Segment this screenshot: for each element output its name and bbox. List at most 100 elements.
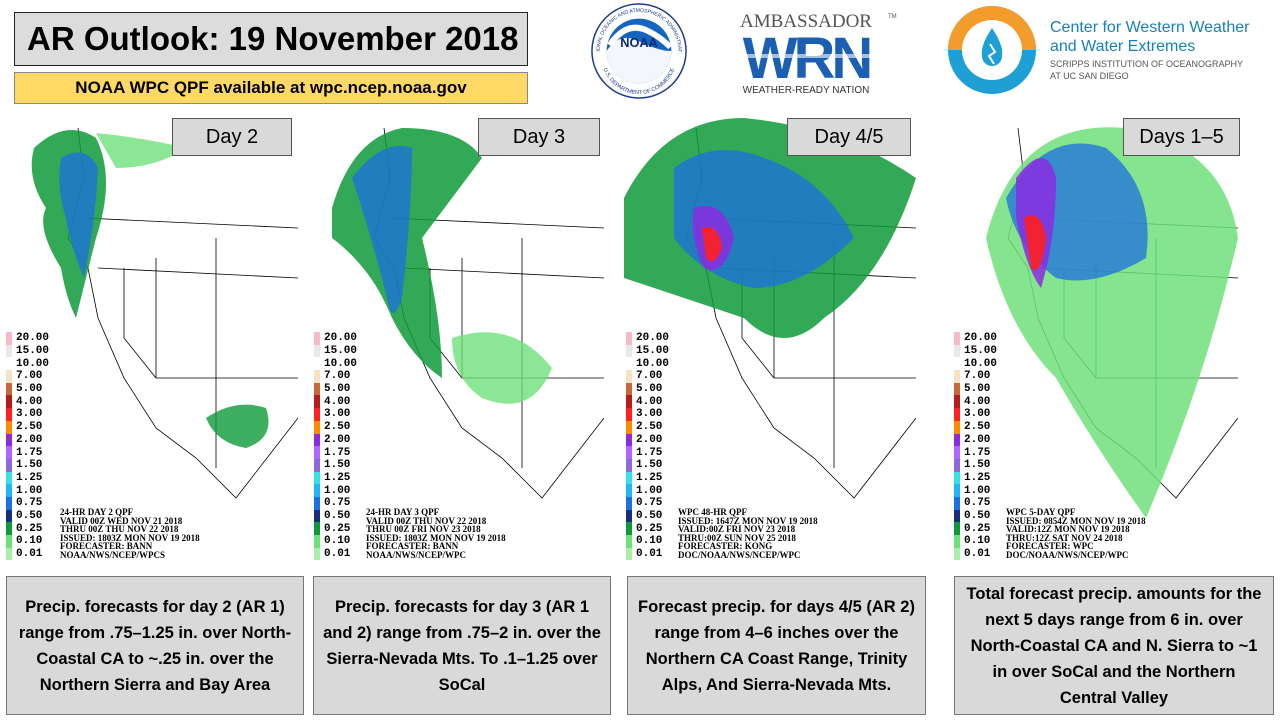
legend-value: 1.25: [964, 471, 991, 484]
legend-swatch: [954, 332, 960, 345]
legend-value: 1.50: [636, 459, 663, 472]
legend-row: 1.75: [314, 446, 376, 459]
legend-swatch: [626, 509, 632, 523]
legend-row: 5.00: [954, 382, 1016, 396]
legend-value: 0.50: [636, 509, 663, 522]
qpf-info-day2: 24-HR DAY 2 QPF VALID 00Z WED NOV 21 201…: [60, 507, 200, 560]
legend-swatch: [314, 332, 320, 345]
legend-row: 0.10: [6, 535, 68, 548]
legend-swatch: [626, 408, 632, 421]
qpf-info-day45: WPC 48-HR QPF ISSUED: 1647Z MON NOV 19 2…: [678, 507, 818, 560]
legend-value: 0.01: [964, 548, 991, 561]
legend-swatch: [626, 496, 632, 510]
legend-row: 7.00: [314, 370, 376, 383]
legend-value: 15.00: [636, 345, 670, 358]
legend-row: 1.75: [626, 446, 688, 459]
legend-swatch: [314, 433, 320, 447]
noaa-center-text: NOAA: [620, 35, 658, 50]
legend-row: 7.00: [954, 370, 1016, 383]
legend-swatch: [314, 458, 320, 472]
legend-value: 4.00: [964, 395, 991, 408]
legend-row: 20.00: [314, 332, 376, 345]
legend-value: 0.01: [636, 548, 663, 561]
legend-row: 2.00: [6, 433, 68, 447]
legend-swatch: [954, 395, 960, 409]
legend-swatch: [314, 344, 320, 358]
legend-value: 1.00: [324, 484, 351, 497]
legend-swatch: [954, 433, 960, 447]
legend-swatch: [314, 382, 320, 396]
legend-swatch: [626, 535, 632, 548]
legend-value: 0.50: [324, 509, 351, 522]
legend-swatch: [626, 382, 632, 396]
legend-swatch: [626, 522, 632, 535]
legend-value: 20.00: [964, 332, 998, 345]
legend-swatch: [626, 433, 632, 447]
legend-swatch: [954, 535, 960, 548]
legend-value: 1.00: [964, 484, 991, 497]
legend-row: 0.50: [954, 509, 1016, 523]
legend-value: 7.00: [324, 370, 351, 383]
legend-swatch: [6, 344, 12, 358]
legend-row: 5.00: [6, 382, 68, 396]
legend-row: 0.10: [626, 535, 688, 548]
legend-row: 0.75: [954, 496, 1016, 510]
legend-swatch: [6, 547, 12, 561]
legend-swatch: [626, 357, 632, 371]
legend-row: 0.25: [314, 522, 376, 535]
legend-row: 15.00: [6, 344, 68, 358]
legend-row: 1.50: [626, 458, 688, 472]
legend-row: 10.00: [954, 357, 1016, 371]
legend-swatch: [314, 370, 320, 383]
legend-swatch: [314, 547, 320, 561]
legend-row: 20.00: [6, 332, 68, 345]
legend-swatch: [314, 471, 320, 485]
legend-swatch: [314, 395, 320, 409]
legend-swatch: [6, 509, 12, 523]
legend-value: 7.00: [964, 370, 991, 383]
legend-value: 1.25: [16, 471, 43, 484]
legend-row: 15.00: [314, 344, 376, 358]
qpf-info-day3: 24-HR DAY 3 QPF VALID 00Z THU NOV 22 201…: [366, 507, 506, 560]
legend-value: 15.00: [964, 345, 998, 358]
legend-value: 1.00: [16, 484, 43, 497]
legend-swatch: [314, 496, 320, 510]
panel-label-day3: Day 3: [478, 118, 600, 156]
legend-value: 20.00: [324, 332, 358, 345]
legend-row: 5.00: [314, 382, 376, 396]
legend-value: 1.50: [324, 459, 351, 472]
precip-legend: 20.00 15.00 10.00 7.00 5.00 4.00 3.00 2.50 2.00 1…: [626, 332, 688, 561]
legend-row: 15.00: [954, 344, 1016, 358]
legend-swatch: [6, 433, 12, 447]
legend-swatch: [954, 370, 960, 383]
legend-swatch: [6, 484, 12, 497]
legend-swatch: [626, 484, 632, 497]
legend-swatch: [314, 522, 320, 535]
legend-value: 0.75: [16, 497, 43, 510]
cw3e-line2: and Water Extremes: [1050, 38, 1195, 55]
legend-swatch: [6, 420, 12, 434]
legend-row: 20.00: [954, 332, 1016, 345]
legend-value: 3.00: [324, 408, 351, 421]
legend-swatch: [6, 408, 12, 421]
legend-value: 10.00: [636, 357, 670, 370]
legend-row: 10.00: [6, 357, 68, 371]
legend-value: 7.00: [636, 370, 663, 383]
legend-swatch: [314, 446, 320, 459]
legend-row: 4.00: [626, 395, 688, 409]
legend-value: 1.25: [324, 471, 351, 484]
legend-row: 2.50: [6, 420, 68, 434]
legend-swatch: [954, 344, 960, 358]
legend-row: 1.00: [314, 484, 376, 497]
legend-row: 0.25: [954, 522, 1016, 535]
legend-row: 0.01: [954, 547, 1016, 561]
legend-swatch: [6, 446, 12, 459]
legend-value: 1.75: [324, 446, 351, 459]
cw3e-line4: AT UC SAN DIEGO: [1050, 71, 1129, 81]
legend-value: 0.25: [964, 522, 991, 535]
legend-value: 2.50: [964, 421, 991, 434]
map-panel-day45: [624, 118, 916, 573]
legend-row: 1.75: [954, 446, 1016, 459]
legend-value: 1.50: [16, 459, 43, 472]
legend-row: 1.50: [954, 458, 1016, 472]
